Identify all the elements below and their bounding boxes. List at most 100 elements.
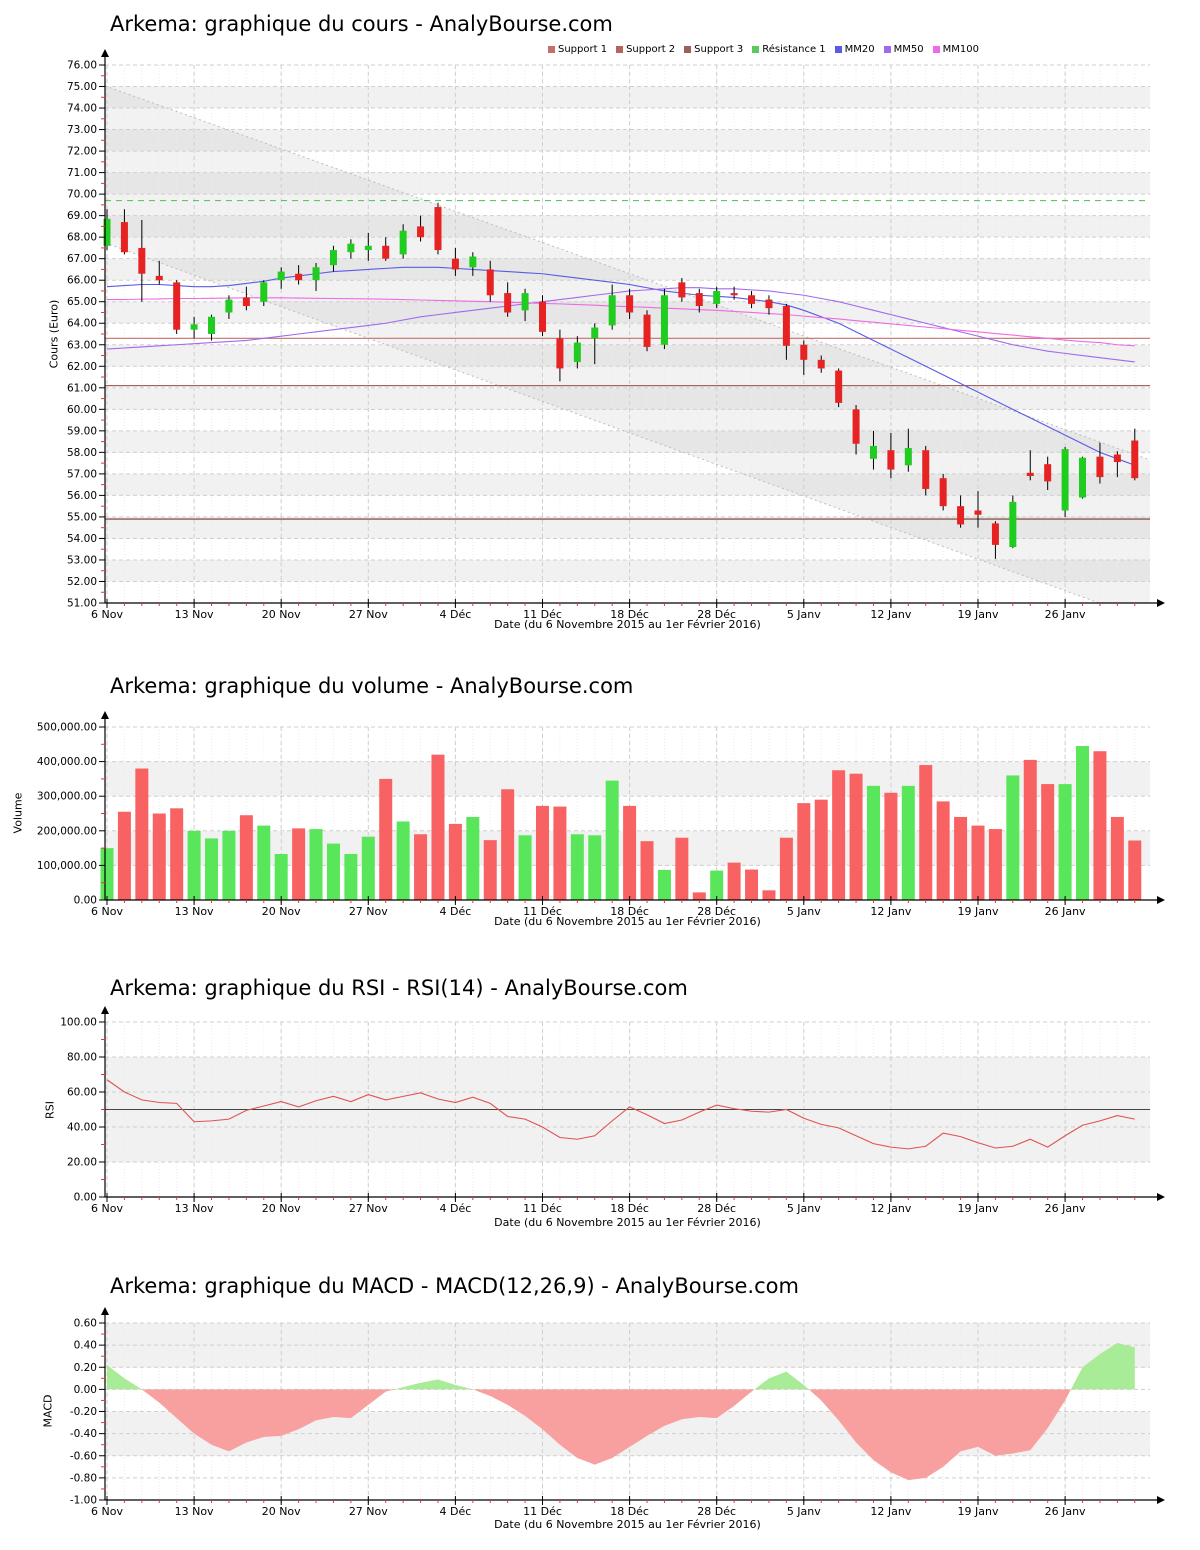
candle <box>608 295 616 326</box>
volume-bar <box>849 773 863 900</box>
candle <box>417 226 425 238</box>
legend-swatch-icon <box>883 46 891 53</box>
svg-text:4 Déc: 4 Déc <box>440 1202 472 1215</box>
volume-bar <box>919 765 933 900</box>
svg-text:11 Déc: 11 Déc <box>523 1202 562 1215</box>
volume-bar <box>414 834 428 900</box>
svg-text:6 Nov: 6 Nov <box>91 905 123 918</box>
svg-text:20 Nov: 20 Nov <box>262 608 301 621</box>
svg-text:27 Nov: 27 Nov <box>349 905 388 918</box>
legend-swatch-icon <box>616 46 624 53</box>
candle <box>556 338 564 369</box>
svg-text:70.00: 70.00 <box>67 189 97 201</box>
svg-text:26 Janv: 26 Janv <box>1045 608 1086 621</box>
svg-text:300,000.00: 300,000.00 <box>37 791 97 803</box>
candle <box>782 306 790 346</box>
volume-bar <box>326 843 340 900</box>
candle <box>1044 464 1052 482</box>
svg-text:5 Janv: 5 Janv <box>787 905 821 918</box>
volume-bar <box>936 801 950 900</box>
volume-bar <box>117 811 131 900</box>
candle <box>329 250 337 266</box>
svg-text:60.00: 60.00 <box>67 404 97 416</box>
legend-swatch-icon <box>752 46 760 53</box>
candle <box>957 506 965 525</box>
legend-item-label: MM50 <box>893 44 924 55</box>
svg-text:4 Déc: 4 Déc <box>440 1505 472 1518</box>
legend-item-label: Support 2 <box>626 44 676 55</box>
candle <box>434 207 442 251</box>
svg-text:57.00: 57.00 <box>67 468 97 480</box>
chart-macd-title: Arkema: graphique du MACD - MACD(12,26,9… <box>110 1274 799 1298</box>
svg-text:500,000.00: 500,000.00 <box>37 722 97 734</box>
candle <box>1026 472 1034 477</box>
svg-text:100.00: 100.00 <box>60 1017 97 1029</box>
svg-text:-0.20: -0.20 <box>70 1406 97 1418</box>
candle <box>486 269 494 296</box>
svg-text:12 Janv: 12 Janv <box>870 1202 911 1215</box>
svg-text:53.00: 53.00 <box>67 554 97 566</box>
candle <box>225 299 233 313</box>
svg-text:66.00: 66.00 <box>67 275 97 287</box>
volume-bar <box>536 805 549 900</box>
svg-text:0.60: 0.60 <box>74 1318 97 1330</box>
svg-text:19 Janv: 19 Janv <box>958 905 999 918</box>
legend-item-mm50: MM50 <box>883 44 924 55</box>
svg-text:13 Nov: 13 Nov <box>175 1202 214 1215</box>
chart-rsi-title: Arkema: graphique du RSI - RSI(14) - Ana… <box>110 976 688 1000</box>
svg-text:12 Janv: 12 Janv <box>870 1505 911 1518</box>
legend-item-support-1: Support 1 <box>548 44 607 55</box>
volume-bar <box>466 816 480 900</box>
svg-text:5 Janv: 5 Janv <box>787 1505 821 1518</box>
svg-text:61.00: 61.00 <box>67 382 97 394</box>
candle <box>190 324 198 330</box>
svg-text:18 Déc: 18 Déc <box>610 905 649 918</box>
svg-text:80.00: 80.00 <box>67 1052 97 1064</box>
volume-bar <box>988 829 1002 900</box>
legend-item-mm100: MM100 <box>932 44 979 55</box>
legend-item-label: Résistance 1 <box>762 44 826 55</box>
volume-bar <box>379 778 393 900</box>
svg-text:400,000.00: 400,000.00 <box>37 756 97 768</box>
legend-swatch-icon <box>548 46 555 53</box>
candle <box>817 359 825 369</box>
candle <box>469 256 477 268</box>
svg-text:26 Janv: 26 Janv <box>1045 1505 1086 1518</box>
volume-bar <box>814 799 828 900</box>
svg-text:64.00: 64.00 <box>67 318 97 330</box>
svg-text:11 Déc: 11 Déc <box>523 1505 562 1518</box>
legend-item-label: MM20 <box>844 44 875 55</box>
svg-text:28 Déc: 28 Déc <box>697 905 736 918</box>
volume-bar <box>152 813 166 900</box>
svg-text:40.00: 40.00 <box>67 1122 97 1134</box>
candle <box>869 445 877 459</box>
volume-bar <box>640 841 654 900</box>
candle <box>678 282 686 298</box>
candle <box>347 243 355 253</box>
svg-text:75.00: 75.00 <box>67 81 97 93</box>
volume-bar <box>1128 840 1142 900</box>
volume-bar <box>257 825 271 900</box>
svg-text:74.00: 74.00 <box>67 103 97 115</box>
candle <box>295 273 303 281</box>
svg-text:62.00: 62.00 <box>67 361 97 373</box>
svg-text:73.00: 73.00 <box>67 124 97 136</box>
candle <box>1113 454 1121 463</box>
candle <box>312 267 320 281</box>
svg-text:13 Nov: 13 Nov <box>175 1505 214 1518</box>
volume-bar <box>553 806 567 900</box>
candle <box>643 314 651 347</box>
candle <box>660 295 668 345</box>
candle <box>713 290 721 304</box>
svg-text:12 Janv: 12 Janv <box>870 905 911 918</box>
svg-text:56.00: 56.00 <box>67 490 97 502</box>
candle <box>539 301 546 332</box>
candle <box>974 510 982 515</box>
svg-text:65.00: 65.00 <box>67 296 97 308</box>
macd-x-axis-caption: Date (du 6 Novembre 2015 au 1er Février … <box>494 1518 761 1531</box>
svg-text:27 Nov: 27 Nov <box>349 1202 388 1215</box>
candle <box>1079 457 1087 498</box>
mm100-line <box>107 297 1135 347</box>
volume-bar <box>779 837 793 900</box>
svg-text:18 Déc: 18 Déc <box>610 1505 649 1518</box>
